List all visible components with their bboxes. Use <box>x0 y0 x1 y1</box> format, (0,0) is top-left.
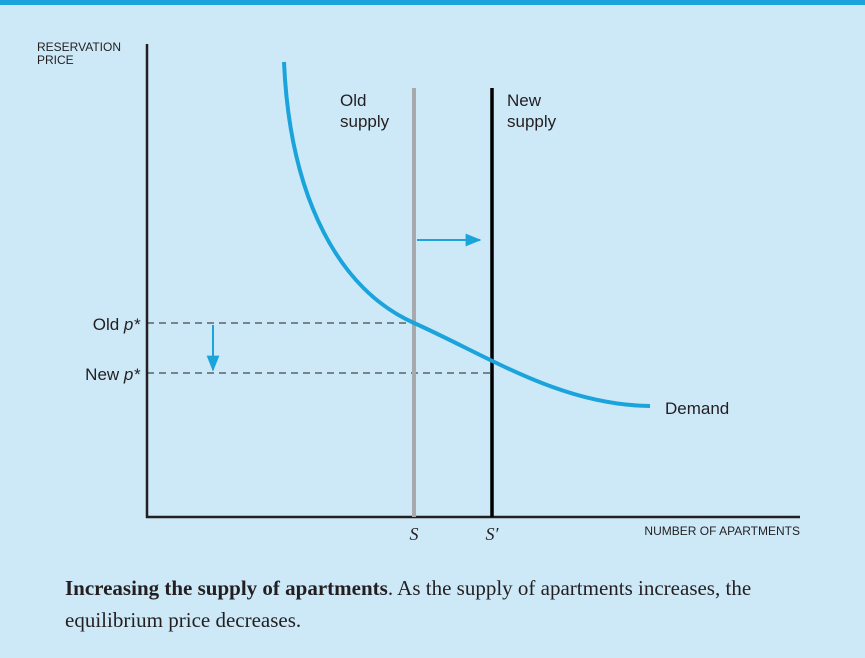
new-price-label: New p* <box>20 364 140 385</box>
caption-title: Increasing the supply of apartments <box>65 576 388 600</box>
demand-curve <box>282 61 651 408</box>
new-quantity-label: S′ <box>485 524 499 544</box>
old-price-symbol: p* <box>123 315 140 334</box>
caption: Increasing the supply of apartments. As … <box>65 572 805 636</box>
old-quantity-label: S <box>409 524 419 544</box>
y-axis-label: RESERVATION PRICE <box>37 40 122 67</box>
top-border <box>0 0 865 5</box>
old-supply-label: Old supply <box>340 91 390 131</box>
new-price-prefix: New <box>85 365 120 384</box>
old-price-prefix: Old <box>92 315 120 334</box>
old-price-label: Old p* <box>20 314 140 335</box>
x-axis-label: NUMBER OF APARTMENTS <box>644 524 800 538</box>
new-supply-label: New supply <box>507 91 557 131</box>
demand-label: Demand <box>665 399 730 418</box>
caption-text: . As the supply of apartments increases,… <box>65 576 752 632</box>
new-price-symbol: p* <box>123 365 140 384</box>
